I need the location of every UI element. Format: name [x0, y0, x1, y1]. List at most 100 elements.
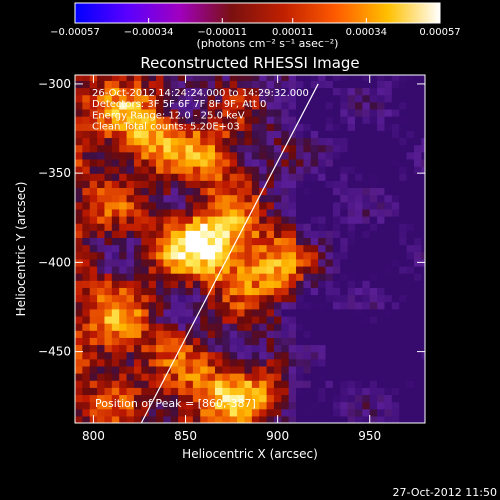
heatmap-cell	[355, 301, 363, 310]
heatmap-cell	[391, 408, 400, 417]
heatmap-cell	[185, 101, 194, 110]
heatmap-cell	[178, 251, 187, 260]
heatmap-cell	[421, 294, 425, 303]
heatmap-cell	[391, 237, 400, 246]
heatmap-cell	[89, 351, 98, 360]
heatmap-cell	[332, 387, 341, 396]
heatmap-cell	[156, 108, 165, 117]
heatmap-cell	[296, 108, 305, 117]
heatmap-cell	[215, 373, 223, 381]
heatmap-cell	[281, 308, 290, 317]
heatmap-cell	[384, 301, 393, 310]
heatmap-cell	[384, 187, 393, 196]
heatmap-cell	[133, 194, 142, 203]
heatmap-cell	[97, 394, 106, 403]
heatmap-cell	[148, 344, 157, 353]
heatmap-cell	[318, 358, 327, 367]
heatmap-cell	[97, 387, 106, 396]
heatmap-cell	[296, 223, 305, 231]
heatmap-cell	[89, 337, 98, 346]
heatmap-cell	[185, 194, 194, 203]
heatmap-cell	[222, 287, 231, 296]
heatmap-cell	[222, 194, 231, 203]
heatmap-cell	[237, 415, 246, 423]
heatmap-cell	[229, 351, 238, 360]
heatmap-cell	[347, 180, 356, 189]
heatmap-cell	[133, 223, 142, 231]
heatmap-cell	[111, 380, 120, 388]
heatmap-cell	[288, 101, 297, 110]
heatmap-cell	[200, 158, 209, 167]
heatmap-cell	[347, 408, 356, 417]
heatmap-cell	[89, 294, 98, 303]
heatmap-cell	[104, 194, 113, 203]
heatmap-cell	[156, 323, 165, 331]
heatmap-cell	[215, 358, 223, 367]
heatmap-cell	[266, 265, 275, 274]
heatmap-cell	[133, 116, 142, 124]
heatmap-cell	[104, 380, 113, 388]
heatmap-cell	[251, 380, 260, 388]
heatmap-cell	[141, 380, 150, 388]
heatmap-cell	[281, 173, 290, 181]
heatmap-cell	[413, 365, 422, 374]
heatmap-cell	[200, 308, 209, 317]
heatmap-cell	[126, 208, 135, 217]
heatmap-cell	[325, 130, 334, 139]
heatmap-cell	[215, 258, 223, 267]
heatmap-cell	[259, 94, 268, 103]
y-tick-label: −300	[38, 77, 71, 91]
heatmap-cell	[413, 280, 422, 288]
heatmap-cell	[310, 80, 319, 89]
heatmap-cell	[156, 315, 165, 324]
heatmap-cell	[207, 75, 216, 81]
heatmap-cell	[325, 215, 334, 224]
heatmap-cell	[111, 230, 120, 238]
heatmap-cell	[185, 187, 194, 196]
heatmap-cell	[384, 337, 393, 346]
heatmap-cell	[384, 116, 393, 124]
heatmap-cell	[207, 158, 216, 167]
heatmap-cell	[310, 94, 319, 103]
heatmap-cell	[229, 116, 238, 124]
colorbar: −0.00057 −0.00034 −0.00011 0.00011 0.00034 0.…	[50, 2, 461, 50]
heatmap-cell	[133, 230, 142, 238]
heatmap-cell	[222, 223, 231, 231]
heatmap-cell	[384, 258, 393, 267]
heatmap-cell	[288, 301, 297, 310]
heatmap-cell	[141, 365, 150, 374]
heatmap-cell	[89, 258, 98, 267]
heatmap-cell	[97, 344, 106, 353]
heatmap-cell	[222, 101, 231, 110]
heatmap-cell	[200, 373, 209, 381]
heatmap-cell	[406, 351, 415, 360]
heatmap-cell	[237, 144, 246, 153]
heatmap-cell	[104, 337, 113, 346]
heatmap-cell	[97, 187, 106, 196]
heatmap-cell	[75, 208, 83, 217]
heatmap-cell	[222, 308, 231, 317]
heatmap-cell	[237, 87, 246, 96]
heatmap-cell	[340, 315, 349, 324]
heatmap-cell	[399, 101, 408, 110]
heatmap-cell	[413, 330, 422, 338]
heatmap-cell	[399, 201, 408, 210]
heatmap-cell	[192, 130, 201, 139]
chart-title: Reconstructed RHESSI Image	[140, 54, 359, 72]
heatmap-cell	[369, 323, 378, 331]
heatmap-cell	[332, 380, 341, 388]
heatmap-cell	[237, 394, 246, 403]
heatmap-cell	[303, 158, 312, 167]
heatmap-cell	[200, 301, 209, 310]
heatmap-cell	[222, 215, 231, 224]
heatmap-cell	[318, 337, 327, 346]
heatmap-cell	[89, 373, 98, 381]
heatmap-cell	[251, 101, 260, 110]
heatmap-cell	[126, 380, 135, 388]
heatmap-cell	[163, 258, 172, 267]
heatmap-cell	[222, 116, 231, 124]
heatmap-cell	[237, 323, 246, 331]
heatmap-cell	[310, 187, 319, 196]
heatmap-cell	[281, 373, 290, 381]
heatmap-cell	[104, 80, 113, 89]
